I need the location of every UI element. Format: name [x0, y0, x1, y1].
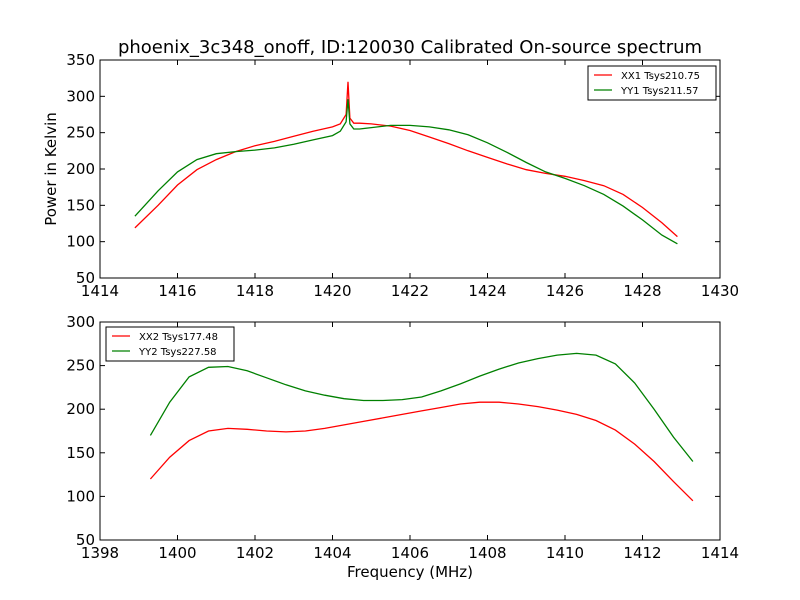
x-tick-label: 1398 [81, 544, 119, 562]
x-tick-label: 1410 [546, 544, 584, 562]
bottom-panel: 1398 1400 1402 1404 1406 1408 1410 1412 1414 50 10… [66, 313, 739, 581]
y-tick-label: 350 [66, 51, 95, 69]
y-tick-label: 100 [66, 233, 95, 251]
series-line-2 [149, 352, 694, 462]
top-panel: 1414 1416 1418 1420 1422 1424 1426 1428 1430 50 10… [42, 51, 739, 300]
legend-label-2: YY1 Tsys211.57 [620, 86, 699, 97]
legend-label-2: YY2 Tsys227.58 [138, 347, 217, 358]
y-tick-label: 200 [66, 160, 95, 178]
x-tick-label: 1402 [236, 544, 274, 562]
x-tick-label: 1418 [236, 282, 274, 300]
x-tick-label: 1422 [391, 282, 429, 300]
x-tick-label: 1404 [313, 544, 351, 562]
x-tick-label: 1400 [158, 544, 196, 562]
x-tick-label: 1420 [313, 282, 351, 300]
legend-label-1: XX2 Tsys177.48 [139, 332, 218, 343]
x-axis-label: Frequency (MHz) [347, 563, 473, 581]
legend-label-1: XX1 Tsys210.75 [621, 71, 700, 82]
y-tick-label: 50 [76, 269, 95, 287]
legend-box [587, 65, 717, 101]
series-line-1 [134, 81, 678, 238]
legend-box [105, 326, 235, 362]
x-tick-label: 1414 [701, 544, 739, 562]
x-tick-label: 1430 [701, 282, 739, 300]
series-line-2 [134, 99, 678, 245]
x-tick-label: 1408 [468, 544, 506, 562]
x-tick-label: 1426 [546, 282, 584, 300]
y-tick-label: 300 [66, 313, 95, 331]
x-tick-label: 1412 [623, 544, 661, 562]
y-tick-label: 300 [66, 87, 95, 105]
y-tick-label: 250 [66, 357, 95, 375]
x-tick-label: 1406 [391, 544, 429, 562]
x-tick-label: 1416 [158, 282, 196, 300]
y-tick-label: 100 [66, 487, 95, 505]
y-tick-label: 250 [66, 124, 95, 142]
y-axis-label: Power in Kelvin [42, 112, 60, 226]
y-tick-label: 50 [76, 531, 95, 549]
x-tick-label: 1414 [81, 282, 119, 300]
x-tick-label: 1428 [623, 282, 661, 300]
figure-title: phoenix_3c348_onoff, ID:120030 Calibrate… [118, 37, 702, 58]
series-line-1 [149, 401, 694, 502]
y-tick-label: 150 [66, 444, 95, 462]
y-tick-label: 150 [66, 196, 95, 214]
x-tick-label: 1424 [468, 282, 506, 300]
y-tick-label: 200 [66, 400, 95, 418]
